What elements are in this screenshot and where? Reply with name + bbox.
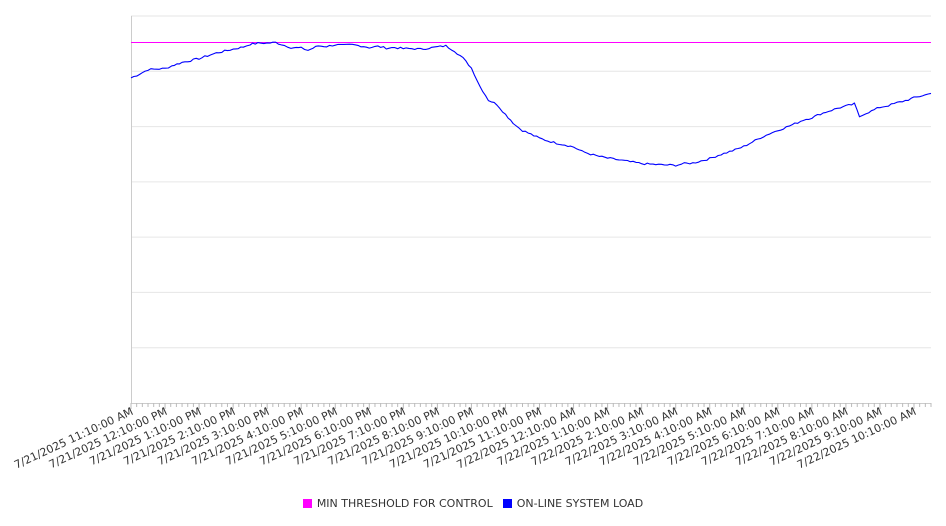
series-system-load-line xyxy=(130,41,932,167)
legend-swatch-min-threshold xyxy=(302,499,312,508)
legend-swatch-system-load xyxy=(502,499,512,508)
legend-label-system-load: ON-LINE SYSTEM LOAD xyxy=(516,497,644,510)
grid-lines xyxy=(131,15,931,349)
legend-item-min-threshold[interactable]: MIN THRESHOLD FOR CONTROL xyxy=(302,497,493,510)
legend-label-min-threshold: MIN THRESHOLD FOR CONTROL xyxy=(316,497,493,510)
legend-item-system-load[interactable]: ON-LINE SYSTEM LOAD xyxy=(502,497,644,510)
series-lines xyxy=(130,41,932,167)
x-tick-labels: 7/21/2025 11:10:00 AM7/21/2025 12:10:00 … xyxy=(12,405,918,472)
x-axis xyxy=(130,16,932,409)
legend: MIN THRESHOLD FOR CONTROL ON-LINE SYSTEM… xyxy=(0,497,946,510)
